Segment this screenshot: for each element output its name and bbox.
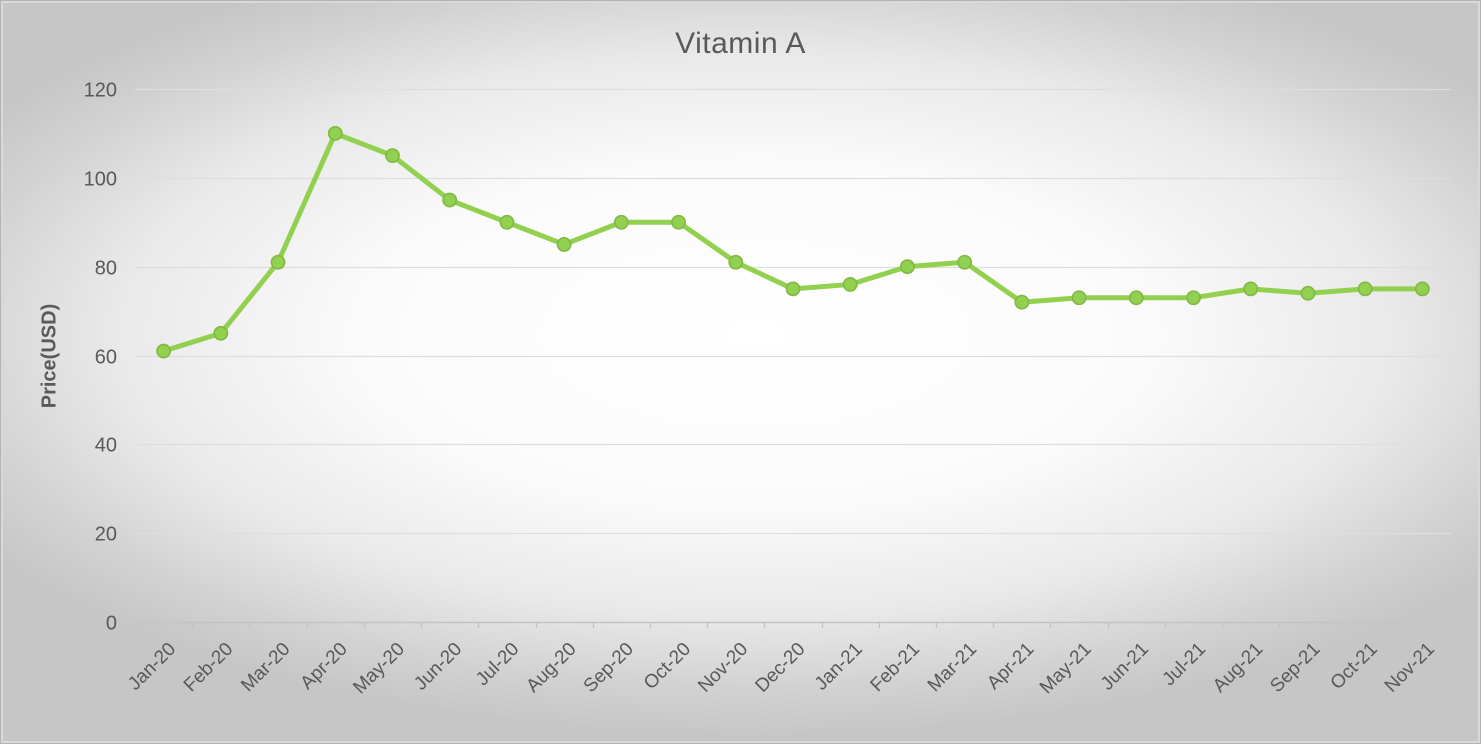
x-tick-label: Oct-20 xyxy=(640,639,695,694)
x-tick-label: Apr-20 xyxy=(297,639,352,694)
y-tick-label: 120 xyxy=(84,80,117,102)
data-point xyxy=(1128,290,1144,306)
x-tick-label: Aug-20 xyxy=(522,639,580,697)
x-tick-label: May-21 xyxy=(1036,639,1096,699)
data-point xyxy=(728,254,744,270)
x-tick-label: Jun-21 xyxy=(1097,639,1153,695)
data-point xyxy=(613,214,629,230)
x-tick-label: Jul-20 xyxy=(472,639,523,690)
data-point xyxy=(1071,290,1087,306)
data-point xyxy=(957,254,973,270)
x-tick-label: Jan-21 xyxy=(811,639,867,695)
data-point xyxy=(842,277,858,292)
x-tick-label: Dec-20 xyxy=(751,639,809,697)
data-point xyxy=(1300,285,1316,301)
x-tick-label: Sep-20 xyxy=(580,639,638,697)
data-point xyxy=(1014,294,1030,310)
x-tick-label: Mar-21 xyxy=(924,639,981,696)
y-tick-label: 20 xyxy=(95,524,117,546)
x-tick-label: Nov-20 xyxy=(694,639,752,697)
data-point xyxy=(900,259,915,275)
data-point xyxy=(156,343,172,359)
y-tick-label: 60 xyxy=(95,347,117,369)
x-tick-label: Sep-21 xyxy=(1266,639,1324,697)
data-point xyxy=(556,237,572,252)
y-tick-label: 40 xyxy=(95,435,117,457)
data-point xyxy=(270,254,286,270)
y-tick-label: 0 xyxy=(106,613,117,635)
data-point xyxy=(1186,290,1201,306)
data-point xyxy=(442,192,458,208)
data-point xyxy=(1243,281,1259,297)
y-tick-label: 100 xyxy=(84,169,117,191)
x-tick-label: Jun-20 xyxy=(410,639,466,695)
x-tick-label: Oct-21 xyxy=(1327,639,1382,694)
x-tick-label: Jan-20 xyxy=(124,639,180,695)
data-point xyxy=(499,214,515,230)
x-tick-label: Jul-21 xyxy=(1159,639,1210,690)
data-point xyxy=(385,148,400,164)
x-tick-label: Apr-21 xyxy=(983,639,1038,694)
x-tick-label: Aug-21 xyxy=(1209,639,1267,697)
data-point xyxy=(327,126,343,141)
x-tick-label: Feb-21 xyxy=(867,639,924,696)
data-point xyxy=(785,281,801,297)
x-tick-label: Mar-20 xyxy=(237,639,294,696)
data-point xyxy=(1357,281,1373,297)
x-tick-label: May-20 xyxy=(349,639,409,699)
series-line xyxy=(161,130,1425,354)
x-tick-label: Feb-20 xyxy=(180,639,237,696)
data-point xyxy=(1414,281,1430,297)
x-tick-label: Nov-21 xyxy=(1381,639,1439,697)
data-point xyxy=(213,325,229,341)
data-point xyxy=(671,214,686,230)
y-tick-label: 80 xyxy=(95,258,117,280)
